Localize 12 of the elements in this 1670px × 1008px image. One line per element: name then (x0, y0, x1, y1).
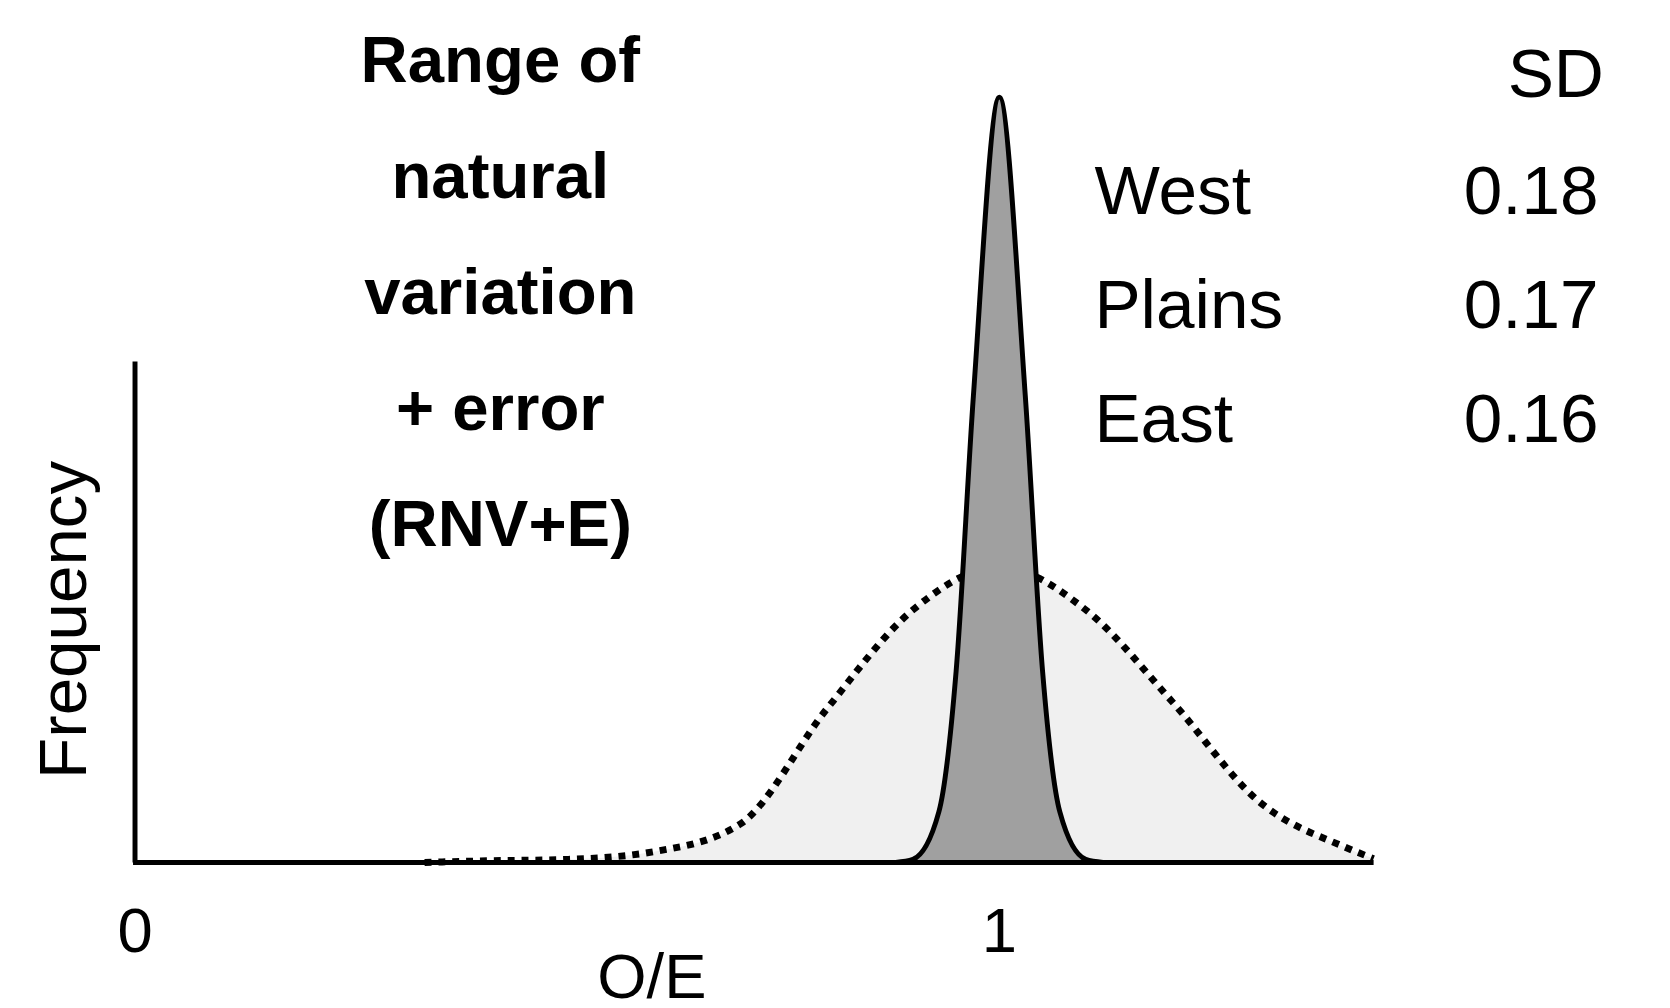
text: 0.16 (1463, 378, 1599, 457)
annotation: West (1094, 150, 1252, 229)
text: 0.17 (1463, 264, 1599, 343)
x-tick-label: 1 (981, 894, 1017, 965)
text: Range of natural variation + error (RNV+E) (360, 23, 641, 560)
annotation: Plains (1094, 264, 1284, 343)
x-tick-label: 0 (117, 894, 153, 965)
y-axis-title: Frequency (24, 460, 100, 779)
annotation: East (1094, 378, 1234, 457)
text: 0.18 (1463, 150, 1599, 229)
text: SD (1507, 34, 1604, 113)
x-axis-title: O/E (597, 941, 707, 1008)
